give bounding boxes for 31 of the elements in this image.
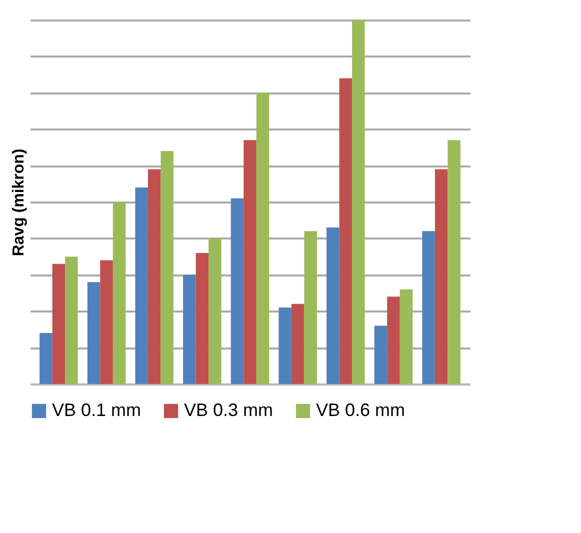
- bar: [278, 308, 292, 384]
- bar: [400, 289, 413, 384]
- legend-label: VB 0.3 mm: [184, 400, 274, 420]
- bar: [326, 227, 340, 384]
- bar: [422, 231, 435, 384]
- bar: [374, 326, 388, 384]
- bar: [434, 169, 448, 384]
- bar: [304, 231, 317, 384]
- bar: [100, 260, 113, 384]
- bar: [352, 20, 365, 384]
- bar: [65, 256, 78, 384]
- bar: [387, 296, 400, 384]
- bar: [208, 238, 222, 384]
- bar: [230, 198, 244, 384]
- legend-label: VB 0.6 mm: [316, 400, 406, 420]
- bar: [148, 169, 161, 384]
- bar: [135, 187, 148, 384]
- bar: [448, 140, 460, 384]
- bar: [291, 304, 304, 384]
- bar: [244, 140, 256, 384]
- bar: [112, 202, 126, 384]
- legend-label: VB 0.1 mm: [52, 400, 142, 420]
- bar: [256, 92, 270, 384]
- bar: [87, 282, 100, 384]
- bar: [52, 264, 66, 384]
- bar: [339, 78, 352, 384]
- y-axis-title: Ravg (mikron): [10, 148, 28, 256]
- bar: [160, 151, 174, 384]
- bar: [183, 274, 196, 384]
- bar: [40, 333, 52, 384]
- bar: [196, 252, 209, 384]
